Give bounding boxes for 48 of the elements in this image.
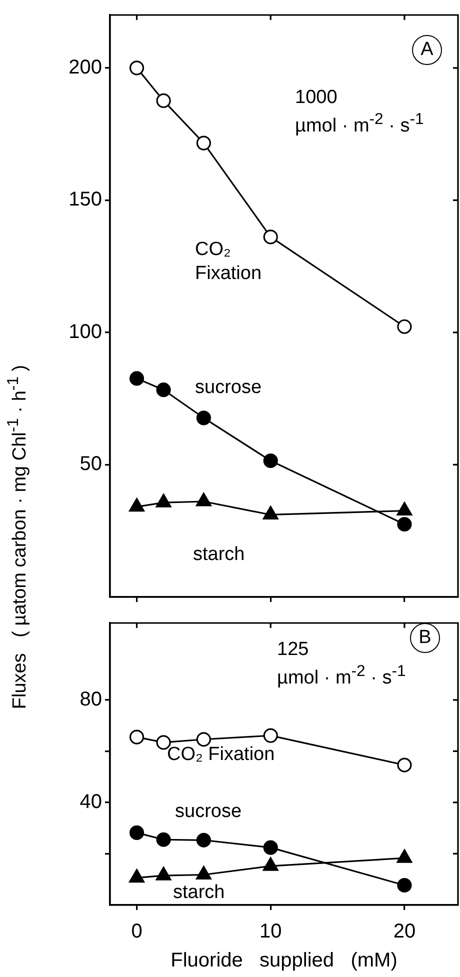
series-label: CO₂ Fixation bbox=[195, 238, 263, 286]
point bbox=[196, 832, 211, 848]
series-label: starch bbox=[173, 881, 226, 905]
point bbox=[156, 832, 171, 847]
annotation: 125 µmol · m$^{-2}$ · s$^{-1}$ bbox=[277, 638, 406, 690]
annotation: 1000 µmol · m$^{-2}$ · s$^{-1}$ bbox=[295, 86, 424, 138]
point bbox=[196, 492, 212, 506]
y-tick-label: 50 bbox=[80, 453, 102, 476]
point bbox=[129, 371, 144, 386]
point bbox=[196, 732, 211, 747]
series-label: CO₂ Fixation bbox=[167, 743, 276, 767]
x-tick-label: 20 bbox=[393, 920, 416, 943]
y-tick-label: 200 bbox=[68, 56, 102, 78]
point bbox=[156, 866, 172, 880]
point bbox=[262, 857, 278, 871]
annotation: B bbox=[410, 623, 440, 653]
x-tick-label: 10 bbox=[259, 920, 282, 943]
point bbox=[263, 230, 278, 244]
x-tick-label: 0 bbox=[131, 920, 142, 943]
point bbox=[129, 825, 144, 840]
point bbox=[129, 730, 144, 744]
point bbox=[397, 319, 412, 334]
series-label: sucrose bbox=[195, 376, 263, 400]
point bbox=[397, 758, 412, 772]
point bbox=[263, 453, 278, 468]
point bbox=[263, 840, 278, 855]
point bbox=[129, 869, 144, 883]
point bbox=[396, 849, 412, 863]
y-tick-label: 150 bbox=[68, 188, 102, 211]
point bbox=[129, 60, 144, 76]
point bbox=[156, 494, 172, 508]
point bbox=[196, 136, 211, 150]
point bbox=[129, 498, 144, 512]
y-tick-label: 100 bbox=[68, 320, 102, 343]
series-label: sucrose bbox=[175, 800, 243, 824]
point bbox=[156, 382, 171, 398]
point bbox=[156, 93, 171, 108]
series-label: starch bbox=[193, 543, 246, 567]
point bbox=[196, 866, 212, 880]
point bbox=[396, 502, 412, 516]
point bbox=[263, 728, 278, 743]
x-axis-title: Fluoride supplied (mM) bbox=[170, 950, 398, 972]
y-tick-label: 40 bbox=[80, 790, 102, 813]
point bbox=[262, 506, 278, 520]
y-tick-label: 80 bbox=[80, 688, 102, 710]
annotation: A bbox=[412, 35, 442, 65]
point bbox=[196, 410, 211, 426]
point bbox=[397, 516, 412, 532]
